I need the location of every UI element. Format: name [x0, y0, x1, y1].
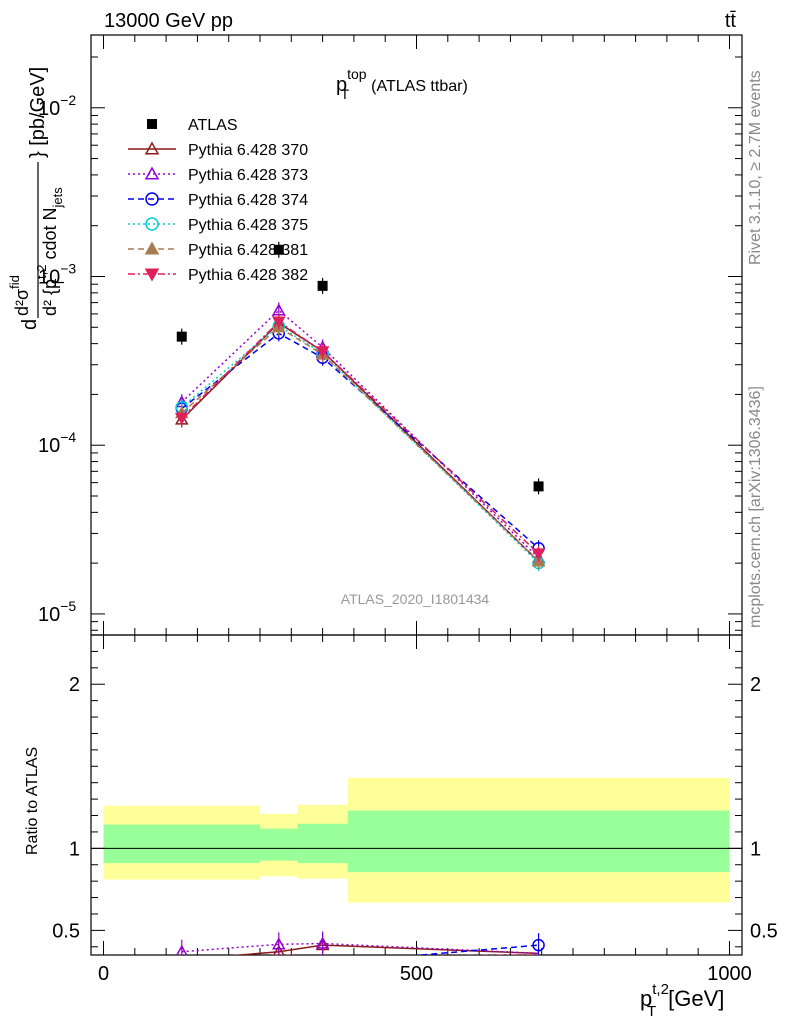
ratio-series-4: [182, 957, 539, 962]
ratio-y-tick-label: 2: [750, 674, 761, 696]
ratio-band-green: [297, 823, 348, 864]
mcplots-label: mcplots.cern.ch [arXiv:1306.3436]: [747, 386, 764, 628]
series-5: [174, 319, 546, 570]
y-tick-label: 10−2: [38, 92, 76, 120]
series-2: [174, 302, 546, 566]
x-tick-label: 1000: [707, 963, 752, 985]
ratio-y-tick-label: 0.5: [750, 920, 778, 942]
data-point: [272, 316, 286, 329]
x-tick-label: 0: [98, 963, 109, 985]
y-axis-label-ratio: Ratio to ATLAS: [24, 747, 41, 855]
ratio-y-tick-label: 0.5: [52, 920, 80, 942]
data-point: [176, 331, 187, 342]
ratio-point: [315, 936, 330, 949]
legend-item: Pythia 6.428 381: [128, 241, 308, 259]
ratio-point: [176, 944, 188, 955]
series-line: [181, 309, 540, 559]
series-3: [175, 325, 545, 557]
ratio-point: [273, 944, 285, 955]
ratio-point: [532, 938, 545, 952]
ratio-series-1: [176, 931, 539, 955]
data-point: [315, 346, 330, 359]
series-line: [181, 322, 540, 562]
legend-marker: [144, 141, 160, 155]
ratio-series-3: [182, 957, 539, 962]
y-tick-label: 10−4: [38, 429, 76, 457]
legend-label: ATLAS: [188, 117, 238, 134]
x-axis-label: pt,2 T[GeV]: [640, 981, 724, 1020]
svg-text:d²σfid: d²σfid: [7, 275, 32, 316]
y-axis-label-main: d d²σfid d² {pt,2T cdot Njets } [pb/GeV]: [7, 67, 67, 330]
legend-item: Pythia 6.428 373: [128, 166, 308, 184]
rivet-version-label: Rivet 3.1.10, ≥ 2.7M events: [747, 70, 764, 265]
ratio-y-tick-label: 1: [69, 838, 80, 860]
ratio-series-0: [231, 933, 539, 955]
axis-ticks: 0 500 1000 10−5 10−4 10−3 10−2 0.5 0.5 1 1 2 2: [38, 35, 778, 985]
y-tick-label: 10−5: [38, 598, 76, 626]
series-line: [181, 324, 540, 564]
svg-text:d: d: [19, 319, 41, 330]
legend-marker: [145, 192, 159, 206]
ratio-uncertainty-bands: [103, 777, 730, 903]
ratio-line: [182, 957, 539, 962]
ratio-band-green: [103, 824, 261, 864]
main-series: [174, 241, 546, 572]
svg-text:d² {pt,2T cdot Njets: d² {pt,2T cdot Njets: [34, 187, 67, 316]
legend-marker: [144, 268, 160, 282]
process-label: tt̄: [725, 10, 737, 32]
ratio-point: [272, 937, 286, 950]
data-point: [533, 481, 544, 492]
legend-item: ATLAS: [147, 117, 238, 134]
legend-item: Pythia 6.428 374: [128, 192, 308, 209]
legend-label: Pythia 6.428 381: [188, 242, 308, 259]
legend-label: Pythia 6.428 374: [188, 192, 308, 209]
series-line: [181, 320, 540, 555]
ratio-line: [182, 957, 539, 962]
ratio-line: [231, 944, 539, 955]
legend-marker: [147, 119, 157, 129]
ratio-series: [176, 931, 545, 962]
data-point: [317, 280, 328, 291]
data-point: [174, 412, 189, 426]
ratio-band-green: [347, 810, 730, 873]
series-4: [175, 317, 545, 572]
data-point: [531, 548, 546, 561]
legend-marker: [145, 217, 159, 231]
ratio-series-2: [411, 933, 545, 955]
x-tick-label: 500: [400, 963, 433, 985]
legend-label: Pythia 6.428 370: [188, 142, 308, 159]
plot-title: ptop T (ATLAS ttbar): [336, 66, 468, 102]
ratio-line: [269, 954, 539, 955]
legend-marker: [144, 166, 160, 180]
legend-label: Pythia 6.428 382: [188, 267, 308, 284]
legend-item: Pythia 6.428 375: [128, 217, 308, 234]
legend-item: Pythia 6.428 382: [128, 267, 308, 284]
y-tick-label: 10−3: [38, 260, 76, 288]
legend-label: Pythia 6.428 373: [188, 167, 308, 184]
series-6: [174, 313, 546, 562]
series-0: [176, 241, 544, 495]
ratio-y-tick-label: 1: [750, 838, 761, 860]
ratio-line: [411, 944, 539, 955]
legend-marker: [144, 241, 160, 255]
svg-text:} [pb/GeV]: } [pb/GeV]: [27, 67, 49, 158]
legend: ATLAS Pythia 6.428 370 Pythia 6.428 373 Pyt…: [128, 117, 308, 284]
series-1: [174, 315, 546, 570]
legend-label: Pythia 6.428 375: [188, 217, 308, 234]
ratio-band-green: [260, 828, 298, 861]
ratio-y-tick-label: 2: [69, 674, 80, 696]
energy-label: 13000 GeV pp: [104, 10, 233, 32]
ratio-series-5: [269, 954, 539, 955]
data-point: [273, 244, 284, 255]
series-line: [181, 326, 540, 562]
legend-item: Pythia 6.428 370: [128, 141, 308, 159]
analysis-watermark: ATLAS_2020_I1801434: [341, 591, 490, 607]
